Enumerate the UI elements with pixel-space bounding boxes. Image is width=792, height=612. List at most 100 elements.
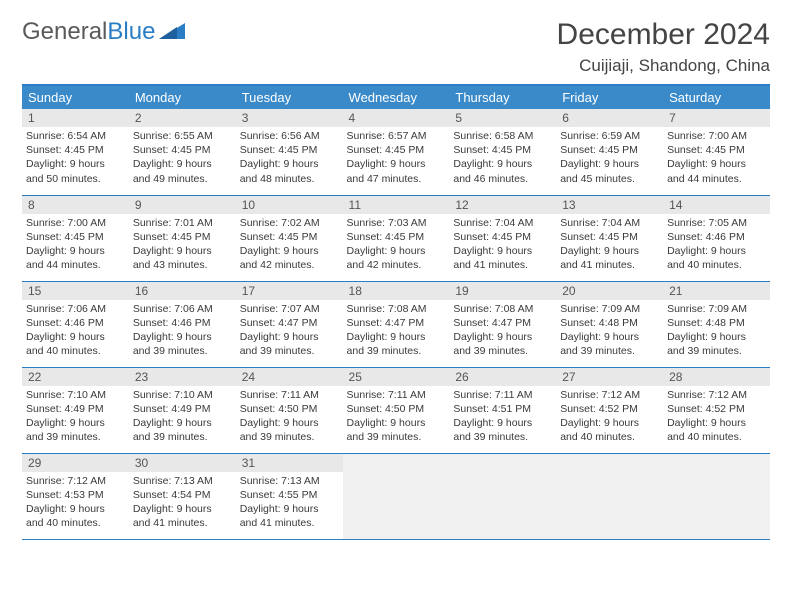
day-number: 7 (663, 109, 770, 127)
calendar-day-cell: 8Sunrise: 7:00 AMSunset: 4:45 PMDaylight… (22, 195, 129, 281)
calendar-day-cell: 25Sunrise: 7:11 AMSunset: 4:50 PMDayligh… (343, 367, 450, 453)
calendar-day-cell: 6Sunrise: 6:59 AMSunset: 4:45 PMDaylight… (556, 109, 663, 195)
day-body: Sunrise: 6:54 AMSunset: 4:45 PMDaylight:… (22, 127, 129, 190)
calendar-day-cell: 28Sunrise: 7:12 AMSunset: 4:52 PMDayligh… (663, 367, 770, 453)
day-number: 2 (129, 109, 236, 127)
calendar-day-cell: 9Sunrise: 7:01 AMSunset: 4:45 PMDaylight… (129, 195, 236, 281)
calendar-day-cell: 2Sunrise: 6:55 AMSunset: 4:45 PMDaylight… (129, 109, 236, 195)
page-header: GeneralBlue December 2024 Cuijiaji, Shan… (22, 18, 770, 76)
day-number: 20 (556, 282, 663, 300)
calendar-day-cell: 24Sunrise: 7:11 AMSunset: 4:50 PMDayligh… (236, 367, 343, 453)
calendar-day-cell: 27Sunrise: 7:12 AMSunset: 4:52 PMDayligh… (556, 367, 663, 453)
day-body: Sunrise: 7:11 AMSunset: 4:50 PMDaylight:… (236, 386, 343, 449)
day-body: Sunrise: 7:07 AMSunset: 4:47 PMDaylight:… (236, 300, 343, 363)
day-body: Sunrise: 7:00 AMSunset: 4:45 PMDaylight:… (22, 214, 129, 277)
calendar-day-cell: 5Sunrise: 6:58 AMSunset: 4:45 PMDaylight… (449, 109, 556, 195)
day-body: Sunrise: 7:10 AMSunset: 4:49 PMDaylight:… (22, 386, 129, 449)
day-number: 4 (343, 109, 450, 127)
day-body: Sunrise: 7:04 AMSunset: 4:45 PMDaylight:… (556, 214, 663, 277)
weekday-header: Thursday (449, 85, 556, 109)
day-number: 26 (449, 368, 556, 386)
day-body: Sunrise: 7:05 AMSunset: 4:46 PMDaylight:… (663, 214, 770, 277)
day-number: 5 (449, 109, 556, 127)
weekday-header: Wednesday (343, 85, 450, 109)
logo-triangle-icon (159, 18, 185, 46)
calendar-day-cell: 31Sunrise: 7:13 AMSunset: 4:55 PMDayligh… (236, 453, 343, 539)
day-body: Sunrise: 7:12 AMSunset: 4:52 PMDaylight:… (663, 386, 770, 449)
day-number: 6 (556, 109, 663, 127)
day-body: Sunrise: 7:08 AMSunset: 4:47 PMDaylight:… (449, 300, 556, 363)
day-number: 3 (236, 109, 343, 127)
day-number: 11 (343, 196, 450, 214)
day-body: Sunrise: 7:03 AMSunset: 4:45 PMDaylight:… (343, 214, 450, 277)
weekday-header: Friday (556, 85, 663, 109)
day-body: Sunrise: 6:56 AMSunset: 4:45 PMDaylight:… (236, 127, 343, 190)
day-body: Sunrise: 6:59 AMSunset: 4:45 PMDaylight:… (556, 127, 663, 190)
day-number: 29 (22, 454, 129, 472)
day-body: Sunrise: 7:13 AMSunset: 4:54 PMDaylight:… (129, 472, 236, 535)
day-body: Sunrise: 6:58 AMSunset: 4:45 PMDaylight:… (449, 127, 556, 190)
calendar-body: 1Sunrise: 6:54 AMSunset: 4:45 PMDaylight… (22, 109, 770, 539)
day-body: Sunrise: 7:10 AMSunset: 4:49 PMDaylight:… (129, 386, 236, 449)
calendar-day-cell: 22Sunrise: 7:10 AMSunset: 4:49 PMDayligh… (22, 367, 129, 453)
day-number: 17 (236, 282, 343, 300)
day-body: Sunrise: 7:08 AMSunset: 4:47 PMDaylight:… (343, 300, 450, 363)
day-number: 30 (129, 454, 236, 472)
calendar-day-cell: 21Sunrise: 7:09 AMSunset: 4:48 PMDayligh… (663, 281, 770, 367)
day-number: 22 (22, 368, 129, 386)
calendar-day-cell: 7Sunrise: 7:00 AMSunset: 4:45 PMDaylight… (663, 109, 770, 195)
day-number: 19 (449, 282, 556, 300)
day-body: Sunrise: 7:04 AMSunset: 4:45 PMDaylight:… (449, 214, 556, 277)
location-text: Cuijiaji, Shandong, China (557, 56, 770, 76)
day-body: Sunrise: 7:02 AMSunset: 4:45 PMDaylight:… (236, 214, 343, 277)
day-number: 18 (343, 282, 450, 300)
calendar-day-cell: 3Sunrise: 6:56 AMSunset: 4:45 PMDaylight… (236, 109, 343, 195)
day-body: Sunrise: 7:00 AMSunset: 4:45 PMDaylight:… (663, 127, 770, 190)
calendar-table: SundayMondayTuesdayWednesdayThursdayFrid… (22, 84, 770, 540)
day-number: 1 (22, 109, 129, 127)
calendar-day-cell: 15Sunrise: 7:06 AMSunset: 4:46 PMDayligh… (22, 281, 129, 367)
day-body: Sunrise: 6:57 AMSunset: 4:45 PMDaylight:… (343, 127, 450, 190)
day-body: Sunrise: 6:55 AMSunset: 4:45 PMDaylight:… (129, 127, 236, 190)
calendar-day-cell: 4Sunrise: 6:57 AMSunset: 4:45 PMDaylight… (343, 109, 450, 195)
day-number: 28 (663, 368, 770, 386)
day-number: 13 (556, 196, 663, 214)
calendar-day-cell (556, 453, 663, 539)
calendar-day-cell: 30Sunrise: 7:13 AMSunset: 4:54 PMDayligh… (129, 453, 236, 539)
calendar-day-cell (343, 453, 450, 539)
day-body: Sunrise: 7:12 AMSunset: 4:53 PMDaylight:… (22, 472, 129, 535)
calendar-day-cell: 1Sunrise: 6:54 AMSunset: 4:45 PMDaylight… (22, 109, 129, 195)
calendar-week-row: 29Sunrise: 7:12 AMSunset: 4:53 PMDayligh… (22, 453, 770, 539)
day-number: 21 (663, 282, 770, 300)
day-body: Sunrise: 7:06 AMSunset: 4:46 PMDaylight:… (22, 300, 129, 363)
weekday-header: Sunday (22, 85, 129, 109)
calendar-day-cell: 20Sunrise: 7:09 AMSunset: 4:48 PMDayligh… (556, 281, 663, 367)
calendar-day-cell: 29Sunrise: 7:12 AMSunset: 4:53 PMDayligh… (22, 453, 129, 539)
calendar-day-cell: 10Sunrise: 7:02 AMSunset: 4:45 PMDayligh… (236, 195, 343, 281)
calendar-day-cell: 14Sunrise: 7:05 AMSunset: 4:46 PMDayligh… (663, 195, 770, 281)
day-number: 24 (236, 368, 343, 386)
calendar-day-cell (449, 453, 556, 539)
day-number: 15 (22, 282, 129, 300)
calendar-week-row: 8Sunrise: 7:00 AMSunset: 4:45 PMDaylight… (22, 195, 770, 281)
day-body: Sunrise: 7:11 AMSunset: 4:50 PMDaylight:… (343, 386, 450, 449)
calendar-day-cell: 19Sunrise: 7:08 AMSunset: 4:47 PMDayligh… (449, 281, 556, 367)
logo: GeneralBlue (22, 18, 185, 46)
month-title: December 2024 (557, 18, 770, 52)
day-number: 8 (22, 196, 129, 214)
calendar-week-row: 15Sunrise: 7:06 AMSunset: 4:46 PMDayligh… (22, 281, 770, 367)
day-body: Sunrise: 7:06 AMSunset: 4:46 PMDaylight:… (129, 300, 236, 363)
weekday-header: Saturday (663, 85, 770, 109)
day-number: 27 (556, 368, 663, 386)
logo-word2: Blue (107, 18, 155, 46)
calendar-day-cell: 12Sunrise: 7:04 AMSunset: 4:45 PMDayligh… (449, 195, 556, 281)
title-block: December 2024 Cuijiaji, Shandong, China (557, 18, 770, 76)
calendar-day-cell: 18Sunrise: 7:08 AMSunset: 4:47 PMDayligh… (343, 281, 450, 367)
calendar-week-row: 1Sunrise: 6:54 AMSunset: 4:45 PMDaylight… (22, 109, 770, 195)
day-body: Sunrise: 7:12 AMSunset: 4:52 PMDaylight:… (556, 386, 663, 449)
day-number: 14 (663, 196, 770, 214)
calendar-day-cell: 23Sunrise: 7:10 AMSunset: 4:49 PMDayligh… (129, 367, 236, 453)
day-number: 25 (343, 368, 450, 386)
day-number: 31 (236, 454, 343, 472)
day-number: 23 (129, 368, 236, 386)
